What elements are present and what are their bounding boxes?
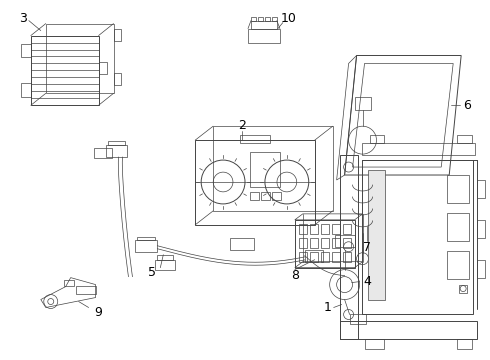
Bar (457, 135, 472, 143)
Bar (447, 175, 469, 203)
Bar (157, 255, 173, 260)
Bar (477, 260, 485, 278)
Bar (155, 260, 175, 270)
Bar (369, 135, 385, 143)
Bar (75, 285, 96, 293)
Bar (362, 160, 473, 315)
Bar (272, 192, 281, 200)
Bar (135, 240, 157, 252)
Bar (299, 252, 307, 262)
Bar (477, 220, 485, 238)
Bar (250, 152, 280, 187)
Bar (230, 238, 254, 250)
Bar (240, 135, 270, 143)
Bar (21, 84, 31, 97)
Bar (332, 252, 340, 262)
Bar (349, 315, 366, 324)
Bar (195, 140, 315, 225)
Bar (299, 238, 307, 248)
Bar (343, 224, 350, 234)
Bar (332, 238, 340, 248)
Text: 7: 7 (363, 241, 370, 254)
Bar (114, 73, 122, 85)
Bar (64, 280, 74, 285)
Bar (335, 235, 355, 247)
Bar (251, 21, 277, 28)
Bar (107, 141, 125, 145)
Bar (310, 252, 318, 262)
Bar (343, 252, 350, 262)
Bar (321, 252, 329, 262)
Bar (98, 62, 106, 75)
Bar (299, 224, 307, 234)
Bar (137, 237, 155, 240)
Bar (310, 224, 318, 234)
Bar (365, 339, 385, 349)
Bar (305, 250, 323, 262)
Text: 4: 4 (364, 275, 371, 288)
Bar (265, 17, 270, 21)
Bar (248, 28, 280, 42)
Bar (31, 36, 98, 105)
Bar (21, 44, 31, 58)
Bar (340, 155, 358, 339)
Bar (355, 97, 370, 110)
Bar (105, 145, 127, 157)
Text: 2: 2 (238, 119, 246, 132)
Bar (368, 170, 386, 300)
Bar (343, 238, 350, 248)
Bar (295, 220, 355, 268)
Bar (447, 251, 469, 279)
Bar (310, 238, 318, 248)
Bar (321, 238, 329, 248)
Bar (321, 224, 329, 234)
Bar (258, 17, 263, 21)
Bar (332, 224, 340, 234)
Bar (251, 17, 256, 21)
Bar (272, 17, 277, 21)
Bar (362, 143, 475, 155)
Bar (477, 180, 485, 198)
Bar (340, 321, 477, 339)
Bar (114, 28, 122, 41)
Bar (250, 192, 259, 200)
Bar (459, 285, 467, 293)
Text: 3: 3 (19, 12, 27, 25)
Bar (94, 148, 112, 158)
Text: 10: 10 (281, 12, 297, 25)
Bar (447, 213, 469, 241)
Bar (457, 339, 472, 349)
Bar (261, 192, 270, 200)
Text: 8: 8 (291, 269, 299, 282)
Text: 1: 1 (324, 301, 332, 314)
Text: 6: 6 (463, 99, 471, 112)
Text: 5: 5 (148, 266, 156, 279)
Text: 9: 9 (95, 306, 102, 319)
